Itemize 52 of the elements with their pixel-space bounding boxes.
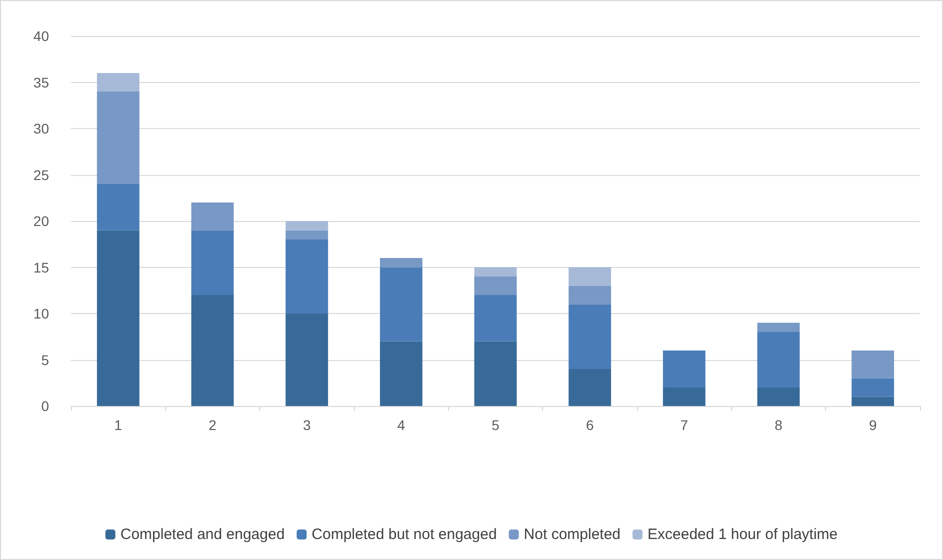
bar <box>96 92 140 184</box>
x-tick-label: 3 <box>302 417 311 433</box>
bar <box>96 184 140 230</box>
y-tick-label: 30 <box>33 120 50 136</box>
bar <box>380 258 422 268</box>
bar <box>286 230 328 240</box>
bar <box>191 230 234 295</box>
legend-label: Completed but not engaged <box>312 526 497 543</box>
bar <box>852 350 894 378</box>
y-tick-label: 20 <box>33 213 50 229</box>
bar <box>662 350 706 388</box>
bar <box>380 341 422 406</box>
bar <box>662 388 706 406</box>
bar <box>757 332 800 388</box>
bar <box>757 322 800 332</box>
bar <box>286 314 328 406</box>
x-tick-label: 7 <box>680 417 688 433</box>
bar <box>568 286 612 304</box>
x-tick-label: 9 <box>868 417 877 433</box>
bar <box>96 73 140 92</box>
legend-label: Completed and engaged <box>120 526 285 543</box>
bar <box>191 295 234 406</box>
legend-label: Exceeded 1 hour of playtime <box>648 526 838 543</box>
y-tick-label: 15 <box>33 259 50 276</box>
legend-label: Not completed <box>524 526 621 543</box>
bar <box>96 230 140 406</box>
bar <box>757 388 800 406</box>
bar <box>474 276 517 295</box>
bar <box>286 221 328 230</box>
x-tick-label: 1 <box>114 417 122 433</box>
bar <box>474 295 517 342</box>
x-tick-label: 2 <box>208 417 217 433</box>
x-tick-label: 6 <box>586 417 594 433</box>
y-tick-label: 0 <box>41 398 50 414</box>
bar <box>191 202 234 230</box>
bar <box>474 267 517 276</box>
bar <box>568 304 612 369</box>
bar <box>380 267 422 342</box>
bar <box>852 378 894 397</box>
y-tick-label: 35 <box>33 74 50 90</box>
x-tick-label: 4 <box>397 417 406 433</box>
bar <box>568 369 612 406</box>
y-tick-label: 25 <box>33 166 50 183</box>
x-tick-label: 8 <box>774 417 783 433</box>
y-tick-label: 40 <box>33 28 50 44</box>
y-tick-label: 10 <box>33 306 50 322</box>
bar <box>474 341 517 406</box>
bar <box>286 240 328 314</box>
bar <box>852 396 894 406</box>
x-tick-label: 5 <box>492 417 500 433</box>
bar <box>568 267 612 286</box>
y-tick-label: 5 <box>41 352 50 368</box>
